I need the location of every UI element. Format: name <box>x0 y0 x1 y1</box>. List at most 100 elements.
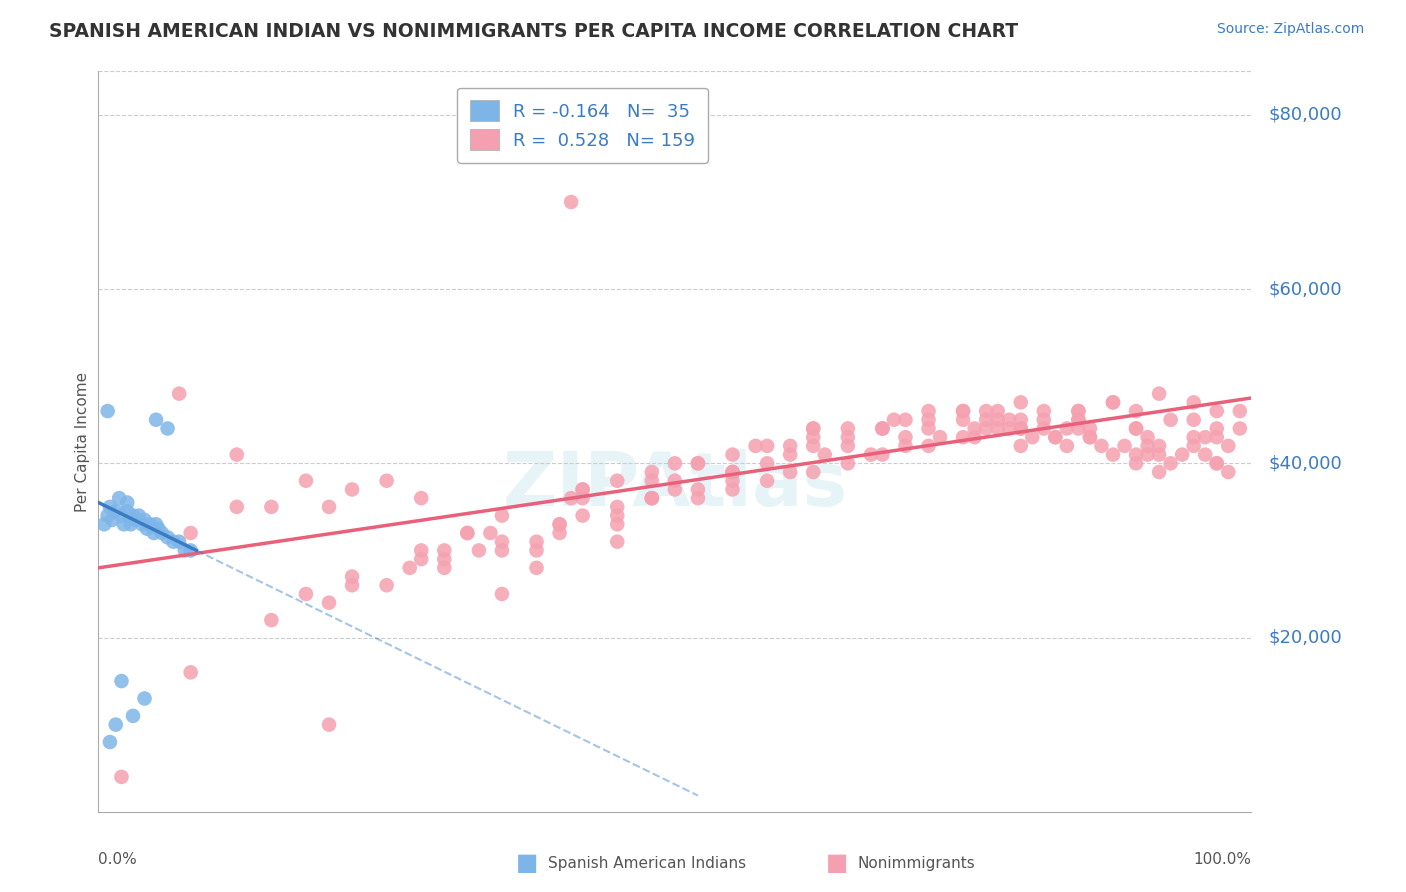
Point <box>110 508 132 523</box>
Point <box>801 421 824 435</box>
Point <box>721 448 744 462</box>
Point <box>1010 421 1032 435</box>
Point <box>801 430 824 444</box>
Point <box>145 413 167 427</box>
Point <box>1218 465 1240 479</box>
Point <box>1147 448 1170 462</box>
Point <box>963 421 986 435</box>
Point <box>110 674 132 689</box>
Point <box>340 569 363 583</box>
Text: Nonimmigrants: Nonimmigrants <box>858 856 976 871</box>
Text: Source: ZipAtlas.com: Source: ZipAtlas.com <box>1216 22 1364 37</box>
Point <box>571 483 593 497</box>
Point <box>756 456 779 470</box>
Point <box>1125 456 1147 470</box>
Point <box>318 717 340 731</box>
Point <box>112 517 135 532</box>
Point <box>721 465 744 479</box>
Point <box>998 421 1021 435</box>
Point <box>917 439 939 453</box>
Text: $80,000: $80,000 <box>1268 106 1343 124</box>
Point <box>952 413 974 427</box>
Point <box>156 530 179 544</box>
Point <box>1136 439 1159 453</box>
Text: Spanish American Indians: Spanish American Indians <box>548 856 747 871</box>
Point <box>548 526 571 541</box>
Point <box>1125 404 1147 418</box>
Point <box>606 517 628 532</box>
Point <box>560 491 582 505</box>
Point <box>974 404 997 418</box>
Point <box>1067 413 1090 427</box>
Text: ■: ■ <box>516 852 538 875</box>
Point <box>456 526 478 541</box>
Point <box>641 491 664 505</box>
Point <box>1147 439 1170 453</box>
Point <box>801 421 824 435</box>
Point <box>1021 430 1043 444</box>
Point <box>433 552 456 566</box>
Point <box>894 413 917 427</box>
Point <box>686 491 709 505</box>
Point <box>340 578 363 592</box>
Point <box>1010 439 1032 453</box>
Point <box>1205 421 1227 435</box>
Point <box>686 456 709 470</box>
Point <box>952 430 974 444</box>
Point <box>128 508 150 523</box>
Point <box>1010 395 1032 409</box>
Point <box>1032 404 1054 418</box>
Point <box>952 404 974 418</box>
Point <box>779 465 801 479</box>
Point <box>571 491 593 505</box>
Point <box>779 439 801 453</box>
Point <box>1205 430 1227 444</box>
Point <box>917 413 939 427</box>
Point <box>664 474 686 488</box>
Point <box>837 456 859 470</box>
Point <box>548 517 571 532</box>
Point <box>801 465 824 479</box>
Point <box>721 465 744 479</box>
Point <box>872 421 894 435</box>
Point <box>664 456 686 470</box>
Point <box>641 465 664 479</box>
Point <box>491 587 513 601</box>
Point <box>110 770 132 784</box>
Point <box>526 534 548 549</box>
Point <box>468 543 491 558</box>
Point <box>120 517 142 532</box>
Point <box>1078 430 1101 444</box>
Point <box>1067 404 1090 418</box>
Point <box>398 561 420 575</box>
Point <box>883 413 905 427</box>
Text: SPANISH AMERICAN INDIAN VS NONIMMIGRANTS PER CAPITA INCOME CORRELATION CHART: SPANISH AMERICAN INDIAN VS NONIMMIGRANTS… <box>49 22 1018 41</box>
Point <box>1182 413 1205 427</box>
Point <box>97 508 120 523</box>
Point <box>1010 421 1032 435</box>
Point <box>952 404 974 418</box>
Point <box>894 439 917 453</box>
Text: 100.0%: 100.0% <box>1194 853 1251 867</box>
Point <box>180 665 202 680</box>
Point <box>606 474 628 488</box>
Point <box>1171 448 1194 462</box>
Point <box>1194 430 1216 444</box>
Point <box>104 504 127 518</box>
Point <box>375 474 398 488</box>
Point <box>1194 448 1216 462</box>
Point <box>411 552 433 566</box>
Point <box>479 526 502 541</box>
Point <box>1102 448 1125 462</box>
Point <box>1229 421 1251 435</box>
Point <box>139 517 162 532</box>
Point <box>134 513 156 527</box>
Point <box>295 587 318 601</box>
Point <box>686 483 709 497</box>
Text: $60,000: $60,000 <box>1268 280 1343 298</box>
Point <box>1218 439 1240 453</box>
Point <box>1078 421 1101 435</box>
Point <box>318 596 340 610</box>
Point <box>1182 395 1205 409</box>
Point <box>491 543 513 558</box>
